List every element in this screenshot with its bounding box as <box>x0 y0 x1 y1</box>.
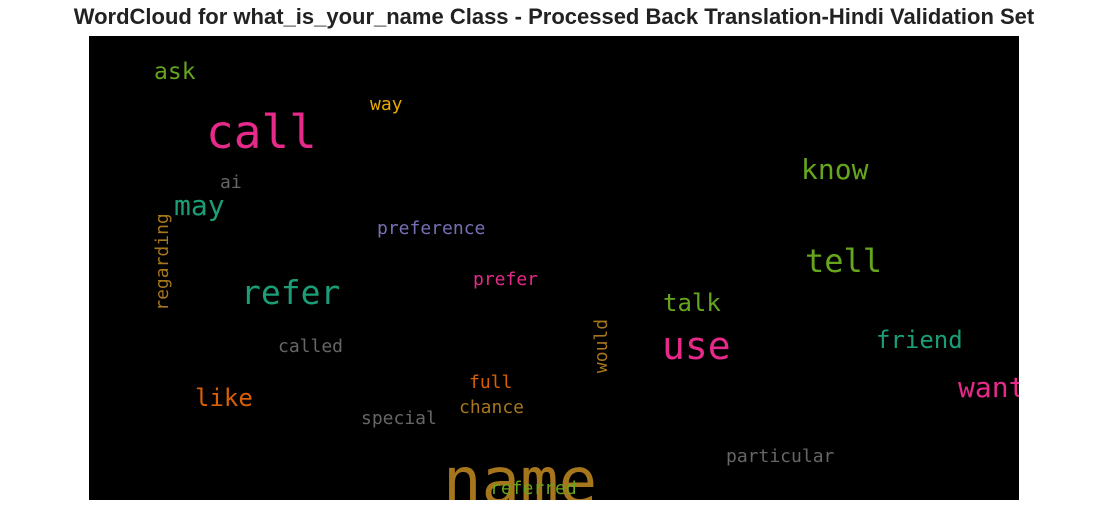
word-full: full <box>469 372 513 393</box>
word-regarding: regarding <box>151 213 173 311</box>
wordcloud-canvas: name call use refer tell know may want friend lik… <box>89 36 1019 500</box>
word-friend: friend <box>876 326 963 354</box>
word-way: way <box>370 94 403 115</box>
word-call: call <box>206 105 317 159</box>
word-talk: talk <box>663 289 721 317</box>
word-know: know <box>801 153 869 186</box>
word-ask: ask <box>154 59 196 85</box>
word-use: use <box>662 324 731 368</box>
word-would: would <box>591 318 613 374</box>
word-chance: chance <box>459 397 525 418</box>
chart-title: WordCloud for what_is_your_name Class - … <box>73 4 1035 29</box>
word-preference: preference <box>377 218 486 239</box>
word-particular: particular <box>726 446 835 467</box>
word-may: may <box>174 189 225 222</box>
word-tell: tell <box>805 242 883 280</box>
word-like: like <box>195 384 253 412</box>
word-special: special <box>361 408 437 429</box>
word-prefer: prefer <box>473 269 539 290</box>
word-refer: refer <box>241 273 341 312</box>
word-called: called <box>278 336 344 357</box>
word-want: want <box>958 371 1019 404</box>
word-referred: referred <box>490 478 577 499</box>
word-name: name <box>443 445 598 500</box>
word-ai: ai <box>220 172 242 193</box>
